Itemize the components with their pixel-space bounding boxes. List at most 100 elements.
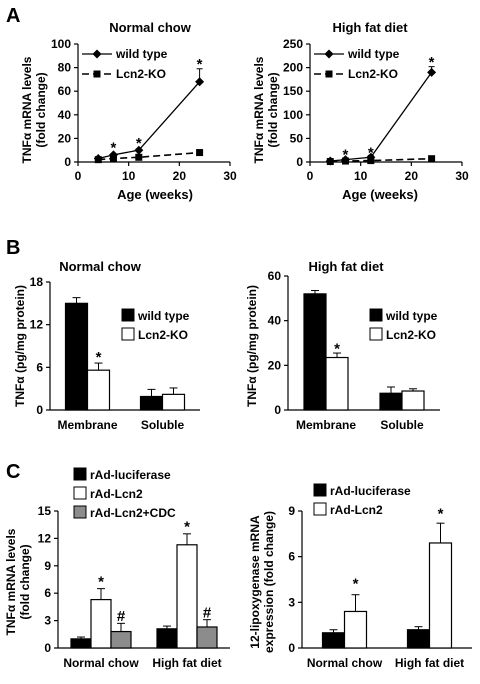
bar	[176, 544, 198, 649]
y-tick-label: 20	[58, 131, 72, 145]
legend-swatch	[369, 327, 383, 341]
chart-c1-tnf-bar: TNFα mRNA levels (fold change) 0 3 6 9 12 15 Nor…	[4, 467, 230, 670]
category-label: Membrane	[296, 418, 356, 432]
category-label: High fat diet	[395, 656, 464, 670]
y-tick-label: 0	[64, 155, 71, 169]
significance-mark: *	[111, 140, 117, 157]
chart-b2-high-fat-bar: High fat diet TNFα (pg/mg protein) 0 20 40 60…	[245, 259, 440, 432]
y-tick-label: 60	[268, 269, 282, 283]
data-point-diamond	[427, 67, 437, 77]
significance-mark: *	[334, 340, 340, 357]
y-tick-label: 12	[38, 531, 52, 545]
chart-title: Normal chow	[59, 259, 142, 274]
legend-label: rAd-Lcn2+CDC	[90, 506, 176, 520]
x-tick-label: 10	[354, 169, 368, 183]
legend-swatch	[73, 486, 87, 500]
significance-mark: *	[343, 147, 349, 164]
y-axis-label: (fold change)	[18, 544, 32, 619]
y-axis-label: TNFα mRNA levels	[4, 528, 18, 635]
series-line-0	[98, 81, 201, 160]
category-label: Normal chow	[307, 656, 383, 670]
significance-mark: *	[438, 506, 444, 523]
legend-label: rAd-Lcn2	[330, 503, 383, 517]
y-axis-label: TNFα (pg/mg protein)	[13, 285, 27, 407]
bar	[428, 542, 453, 649]
y-tick-label: 9	[44, 559, 51, 573]
legend-label: wild type	[115, 47, 168, 61]
y-tick-label: 100	[283, 108, 303, 122]
significance-mark: *	[429, 54, 435, 71]
y-tick-label: 3	[288, 595, 295, 609]
significance-mark: *	[184, 519, 190, 536]
data-point-diamond	[195, 77, 205, 87]
y-tick-label: 80	[58, 61, 72, 75]
y-tick-label: 40	[58, 108, 72, 122]
data-point-square	[109, 154, 117, 162]
y-axis-label: (fold change)	[34, 72, 48, 147]
y-tick-label: 40	[268, 314, 282, 328]
y-axis-label: TNFα mRNA levels	[252, 56, 266, 163]
legend-swatch	[73, 467, 87, 481]
data-point-square	[341, 157, 349, 165]
bar	[110, 630, 132, 649]
significance-mark: *	[98, 573, 104, 590]
data-point-square	[428, 155, 436, 163]
panel-letter-b: B	[6, 237, 20, 259]
bar	[325, 356, 349, 411]
y-tick-label: 250	[283, 37, 303, 51]
legend-marker	[93, 70, 101, 78]
x-axis-label: Age (weeks)	[117, 187, 193, 202]
category-label: Soluble	[380, 418, 424, 432]
legend-marker	[325, 70, 333, 78]
legend-swatch	[369, 308, 383, 322]
legend-label: rAd-luciferase	[330, 484, 411, 498]
x-tick-label: 0	[307, 169, 314, 183]
bar	[401, 390, 425, 411]
y-tick-label: 15	[38, 504, 52, 518]
legend-label: wild type	[385, 309, 438, 323]
y-axis-label: expression (fold change)	[262, 511, 276, 653]
data-point-square	[326, 158, 334, 166]
y-tick-label: 3	[44, 614, 51, 628]
bar	[64, 302, 89, 411]
significance-mark: #	[203, 604, 212, 621]
category-label: High fat diet	[152, 656, 221, 670]
legend-label: rAd-luciferase	[90, 468, 171, 482]
panel-letter-c: C	[6, 461, 20, 483]
y-tick-label: 0	[36, 403, 43, 417]
chart-title: High fat diet	[332, 20, 408, 35]
y-tick-label: 50	[290, 131, 304, 145]
legend-label: Lcn2-KO	[386, 328, 436, 342]
legend-swatch	[121, 327, 135, 341]
y-tick-label: 6	[288, 550, 295, 564]
x-tick-label: 20	[405, 169, 419, 183]
legend-label: Lcn2-KO	[348, 67, 398, 81]
series-line-0	[330, 71, 433, 162]
y-tick-label: 0	[44, 641, 51, 655]
x-tick-label: 10	[122, 169, 136, 183]
bar	[86, 369, 111, 411]
x-axis-label: Age (weeks)	[342, 187, 418, 202]
bar	[379, 392, 403, 411]
x-tick-label: 30	[223, 169, 237, 183]
chart-c2-lipoxygenase-bar: 12-lipoxygenase mRNA expression (fold cha…	[248, 483, 472, 670]
x-tick-label: 0	[75, 169, 82, 183]
y-tick-label: 9	[288, 504, 295, 518]
y-axis-label: (fold change)	[266, 72, 280, 147]
bar	[90, 598, 112, 649]
series-line-1	[330, 157, 432, 163]
y-axis-label: 12-lipoxygenase mRNA	[248, 515, 262, 649]
legend-marker	[92, 49, 102, 59]
y-tick-label: 18	[30, 275, 44, 289]
bar	[406, 629, 431, 649]
legend-swatch	[313, 502, 327, 516]
bar	[161, 393, 186, 411]
legend-swatch	[73, 505, 87, 519]
chart-a1-normal-chow-line: Normal chow TNFα mRNA levels (fold change)…	[20, 20, 237, 202]
y-tick-label: 0	[288, 641, 295, 655]
data-point-diamond	[134, 145, 144, 155]
y-tick-label: 100	[51, 37, 71, 51]
significance-mark: *	[197, 56, 203, 73]
significance-mark: *	[368, 145, 374, 162]
